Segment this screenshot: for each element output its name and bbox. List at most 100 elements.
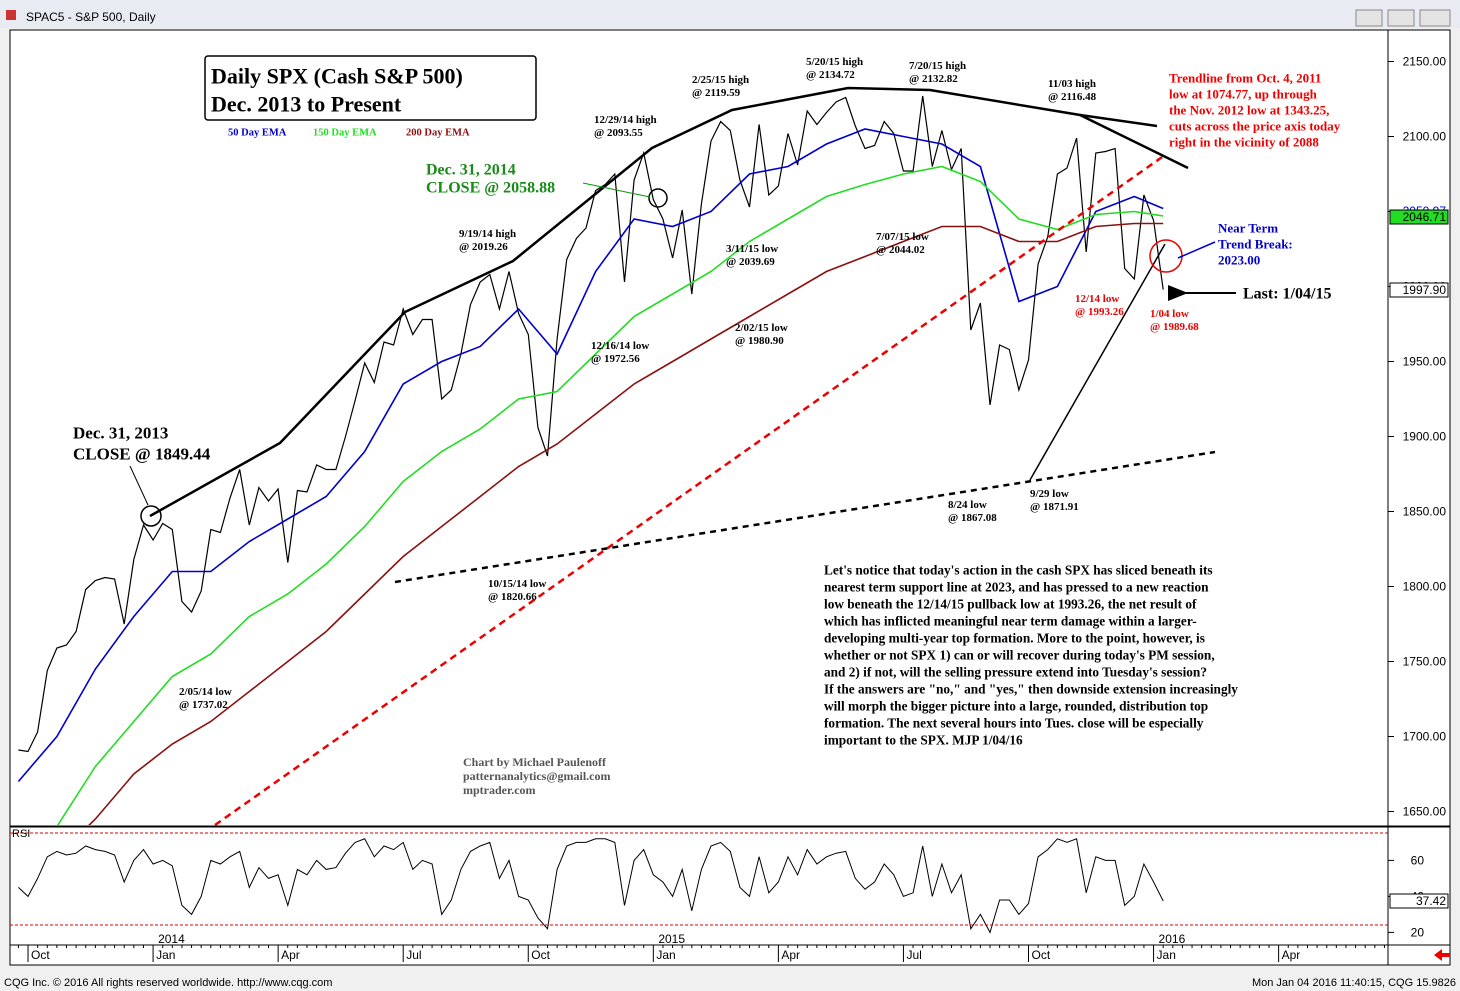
annotation: @ 2019.26: [459, 241, 508, 253]
scroll-arrow[interactable]: [1434, 949, 1450, 961]
annotation: 1/04 low: [1150, 308, 1189, 320]
annotation: 3/11/15 low: [726, 243, 778, 255]
window-buttons[interactable]: [1355, 9, 1451, 27]
annotation: @ 2132.82: [909, 73, 958, 85]
annotation: 11/03 high: [1048, 78, 1096, 90]
credit-line: mptrader.com: [463, 783, 536, 797]
annotation: 5/20/15 high: [806, 56, 863, 68]
commentary-line: will morph the bigger picture into a lar…: [824, 699, 1208, 714]
title-bar: [0, 0, 1460, 28]
credit-line: Chart by Michael Paulenoff: [463, 755, 607, 769]
commentary-line: whether or not SPX 1) can or will recove…: [824, 648, 1215, 663]
x-tick-label: Jan: [1157, 948, 1176, 962]
callout: 2023.00: [1218, 253, 1260, 268]
ema-line: [17, 128, 1164, 783]
annotation: 9/29 low: [1030, 488, 1069, 500]
last-value-box: [1389, 282, 1449, 298]
y-tick-label: 1700.00: [1403, 730, 1447, 744]
annotation: 8/24 low: [948, 499, 987, 511]
annotation: @ 1980.90: [735, 335, 784, 347]
y-tick-label: 1650.00: [1403, 805, 1447, 819]
commentary-line: which has inflicted meaningful near term…: [824, 614, 1197, 629]
y-tick-label: 1750.00: [1403, 655, 1447, 669]
callout-pointer: [129, 465, 149, 506]
trendline-note: Trendline from Oct. 4, 2011: [1169, 71, 1321, 86]
annotation: @ 1737.02: [179, 699, 228, 711]
annotation: 12/16/14 low: [591, 340, 649, 352]
x-year-label: 2014: [158, 932, 185, 946]
near-term-trendline: [1029, 243, 1166, 481]
trendline-note: the Nov. 2012 low at 1343.25,: [1169, 103, 1329, 118]
panel-title: RSI: [12, 828, 30, 840]
last-value-label: 2046.71: [1403, 210, 1447, 224]
commentary-line: nearest term support line at 2023, and h…: [824, 580, 1209, 595]
x-tick-label: Jan: [156, 948, 175, 962]
annotation: 12/14 low: [1075, 293, 1119, 305]
annotation: 12/29/14 high: [594, 114, 657, 126]
y-tick-label: 2100.00: [1403, 130, 1447, 144]
annotation: 2/02/15 low: [735, 322, 788, 334]
annotation: 2/25/15 high: [692, 74, 749, 86]
annotation: @ 1820.66: [488, 591, 537, 603]
y-tick-label: 1850.00: [1403, 505, 1447, 519]
x-tick-label: Apr: [781, 948, 800, 962]
chart-title: Daily SPX (Cash S&P 500): [211, 64, 463, 89]
maximize-button[interactable]: [1387, 9, 1415, 27]
highs-trendline: [149, 86, 1189, 518]
y-tick-label: 60: [1411, 853, 1425, 867]
status-right: Mon Jan 04 2016 11:40:15, CQG 15.9826: [1252, 977, 1456, 989]
last-value-label: 37.42: [1416, 894, 1446, 908]
callout: Trend Break:: [1218, 237, 1293, 252]
annotation: 7/20/15 high: [909, 60, 966, 72]
last-value-box: [1389, 209, 1449, 225]
marker-circle: [648, 188, 668, 208]
window-title: SPAC5 - S&P 500, Daily: [26, 10, 156, 24]
x-tick-label: Oct: [531, 948, 550, 962]
x-tick-label: Oct: [1032, 948, 1051, 962]
annotation: @ 2119.59: [692, 87, 741, 99]
commentary-line: developing multi-year top formation. Mor…: [824, 631, 1205, 646]
break-pointer: [1177, 241, 1216, 259]
x-year-label: 2015: [658, 932, 685, 946]
y-tick-label: 20: [1411, 925, 1425, 939]
callout: CLOSE @ 2058.88: [426, 180, 555, 197]
marker-circle: [140, 505, 162, 527]
callout: Dec. 31, 2013: [73, 424, 168, 443]
annotation: 10/15/14 low: [488, 578, 546, 590]
annotation: @ 2093.55: [594, 127, 643, 139]
close-button[interactable]: [1419, 9, 1451, 27]
callout-pointer: [582, 182, 651, 198]
last-value-box: [1389, 893, 1449, 909]
ema-line: [88, 222, 1164, 825]
legend-entry: 150 Day EMA: [313, 128, 377, 139]
price-line: [18, 95, 1164, 753]
callout: Last: 1/04/15: [1243, 286, 1331, 303]
annotation: @ 1871.91: [1030, 501, 1079, 513]
annotation: @ 1972.56: [591, 353, 640, 365]
chart-subtitle: Dec. 2013 to Present: [211, 92, 402, 117]
minimize-button[interactable]: [1355, 9, 1383, 27]
annotation: @ 1989.68: [1150, 321, 1199, 333]
long-term-trendline: [214, 153, 1166, 827]
rsi-line: [18, 838, 1164, 934]
annotation: @ 1993.26: [1075, 306, 1124, 318]
annotation: 7/07/15 low: [876, 231, 929, 243]
trendline-note: cuts across the price axis today: [1169, 119, 1341, 134]
credit-line: patternanalytics@gmail.com: [463, 769, 610, 783]
callout: CLOSE @ 1849.44: [73, 445, 211, 464]
x-tick-label: Jul: [406, 948, 421, 962]
title-box: [204, 55, 537, 121]
commentary-line: and 2) if not, will the selling pressure…: [824, 665, 1207, 680]
annotation: @ 2134.72: [806, 69, 855, 81]
commentary-line: If the answers are "no," and "yes," then…: [824, 682, 1238, 697]
x-tick-label: Oct: [31, 948, 50, 962]
chart-area: [9, 29, 1451, 966]
trendline-note: low at 1074.77, up through: [1169, 87, 1318, 102]
x-tick-label: Jul: [906, 948, 921, 962]
legend-entry: 200 Day EMA: [406, 128, 470, 139]
y-tick-label: 1950.00: [1403, 355, 1447, 369]
commentary-line: important to the SPX. MJP 1/04/16: [824, 733, 1023, 748]
commentary-line: formation. The next several hours into T…: [824, 716, 1204, 731]
status-left: CQG Inc. © 2016 All rights reserved worl…: [4, 977, 332, 989]
